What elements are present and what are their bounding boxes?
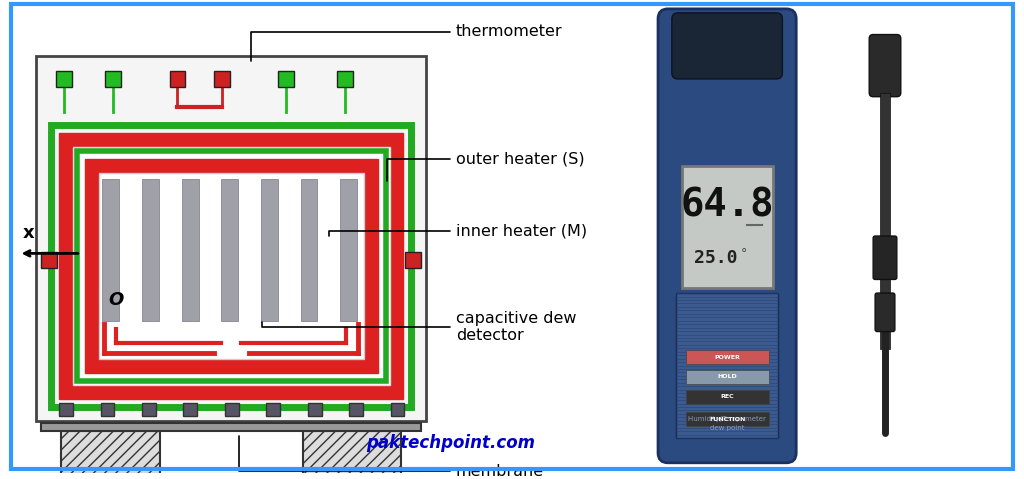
- Text: membrane: membrane: [239, 436, 544, 479]
- Bar: [225, 402, 239, 416]
- Text: HOLD: HOLD: [717, 375, 737, 379]
- Bar: [100, 402, 115, 416]
- Text: 64.8: 64.8: [680, 186, 774, 224]
- Bar: [170, 71, 185, 87]
- Bar: [406, 252, 421, 268]
- Bar: [73, 147, 390, 385]
- Text: capacitive dew
detector: capacitive dew detector: [262, 311, 577, 343]
- Bar: [301, 179, 317, 321]
- Bar: [41, 474, 421, 479]
- Bar: [41, 423, 421, 431]
- Text: POWER: POWER: [714, 355, 740, 360]
- Bar: [61, 431, 160, 476]
- Bar: [77, 151, 386, 381]
- Text: Humidity/Temp. meter
dew point: Humidity/Temp. meter dew point: [688, 416, 766, 431]
- Text: inner heater (M): inner heater (M): [329, 223, 587, 239]
- Text: FUNCTION: FUNCTION: [709, 417, 745, 422]
- Text: °: °: [740, 247, 746, 261]
- FancyBboxPatch shape: [869, 34, 901, 97]
- Text: thermometer: thermometer: [251, 24, 562, 61]
- Bar: [59, 133, 403, 399]
- Text: O: O: [109, 291, 124, 308]
- Text: paktechpoint.com: paktechpoint.com: [367, 434, 536, 452]
- FancyBboxPatch shape: [873, 236, 897, 279]
- Bar: [349, 402, 362, 416]
- Bar: [56, 71, 72, 87]
- Bar: [183, 402, 198, 416]
- Bar: [390, 402, 404, 416]
- Bar: [261, 179, 278, 321]
- Bar: [181, 179, 199, 321]
- Bar: [686, 390, 769, 404]
- Bar: [41, 252, 57, 268]
- Bar: [682, 166, 772, 288]
- Bar: [214, 71, 229, 87]
- Bar: [308, 402, 322, 416]
- FancyBboxPatch shape: [672, 13, 782, 79]
- Bar: [880, 93, 890, 349]
- Bar: [676, 293, 778, 438]
- Bar: [98, 173, 364, 359]
- Bar: [142, 402, 156, 416]
- Bar: [85, 159, 378, 373]
- Bar: [142, 179, 159, 321]
- Bar: [303, 431, 401, 476]
- Text: outer heater (S): outer heater (S): [387, 152, 585, 181]
- Bar: [51, 125, 412, 407]
- Bar: [337, 71, 353, 87]
- FancyBboxPatch shape: [876, 293, 895, 331]
- Bar: [221, 179, 239, 321]
- Bar: [340, 179, 357, 321]
- Bar: [102, 179, 120, 321]
- Text: REC: REC: [720, 394, 734, 399]
- Bar: [59, 402, 73, 416]
- Text: x: x: [23, 224, 34, 241]
- Bar: [105, 71, 121, 87]
- Bar: [279, 71, 294, 87]
- Text: 25.0: 25.0: [694, 249, 738, 266]
- Bar: [686, 412, 769, 426]
- Bar: [266, 402, 281, 416]
- Bar: [37, 56, 426, 422]
- Bar: [686, 350, 769, 364]
- FancyBboxPatch shape: [658, 9, 797, 463]
- Bar: [686, 370, 769, 384]
